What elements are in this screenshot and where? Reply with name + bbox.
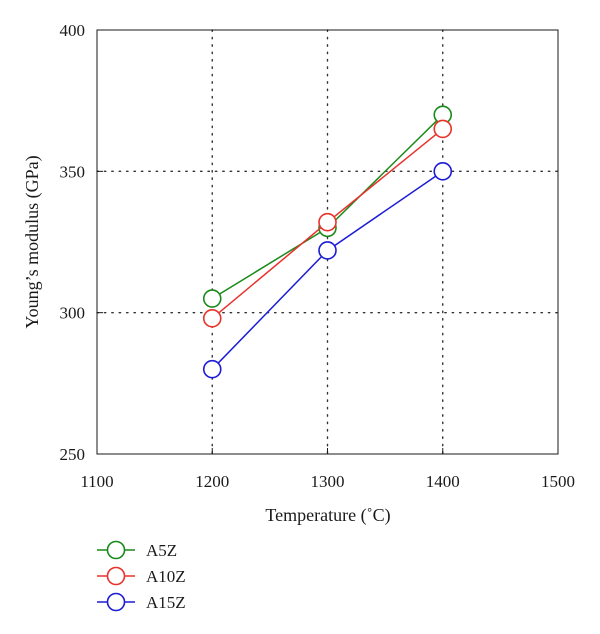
legend-item: A10Z <box>97 566 186 586</box>
data-point <box>202 289 222 308</box>
data-point <box>202 309 222 328</box>
x-tick-label: 1500 <box>541 472 575 491</box>
y-tick-label: 400 <box>60 21 86 40</box>
x-tick-label: 1300 <box>311 472 345 491</box>
series-a5z <box>202 105 453 308</box>
x-tick-label: 1100 <box>80 472 113 491</box>
legend: A5Z A10Z A15Z <box>97 540 186 612</box>
legend-label: A5Z <box>146 541 177 560</box>
legend-marker <box>106 592 126 612</box>
x-axis-title: Temperature (˚C) <box>265 505 390 526</box>
y-axis: 250 300 350 400 <box>60 21 103 464</box>
series-a15z <box>202 162 453 379</box>
legend-marker <box>106 566 126 586</box>
series-a10z <box>202 119 453 328</box>
y-tick-label: 250 <box>60 445 86 464</box>
data-point <box>433 119 453 139</box>
legend-item: A5Z <box>97 540 177 560</box>
x-tick-label: 1400 <box>426 472 460 491</box>
x-tick-label: 1200 <box>195 472 229 491</box>
y-tick-label: 350 <box>60 162 86 181</box>
legend-marker <box>106 540 126 560</box>
y-tick-label: 300 <box>60 304 86 323</box>
legend-label: A10Z <box>146 567 186 586</box>
y-axis-title: Young’s modulus (GPa) <box>22 155 43 328</box>
data-point <box>318 212 337 232</box>
data-point <box>202 359 222 379</box>
x-axis: 1100 1200 1300 1400 1500 <box>80 448 575 491</box>
legend-label: A15Z <box>146 593 186 612</box>
series-group <box>202 105 453 379</box>
data-point <box>318 241 337 260</box>
legend-item: A15Z <box>97 592 186 612</box>
data-point <box>433 162 453 181</box>
gridlines <box>96 29 559 455</box>
